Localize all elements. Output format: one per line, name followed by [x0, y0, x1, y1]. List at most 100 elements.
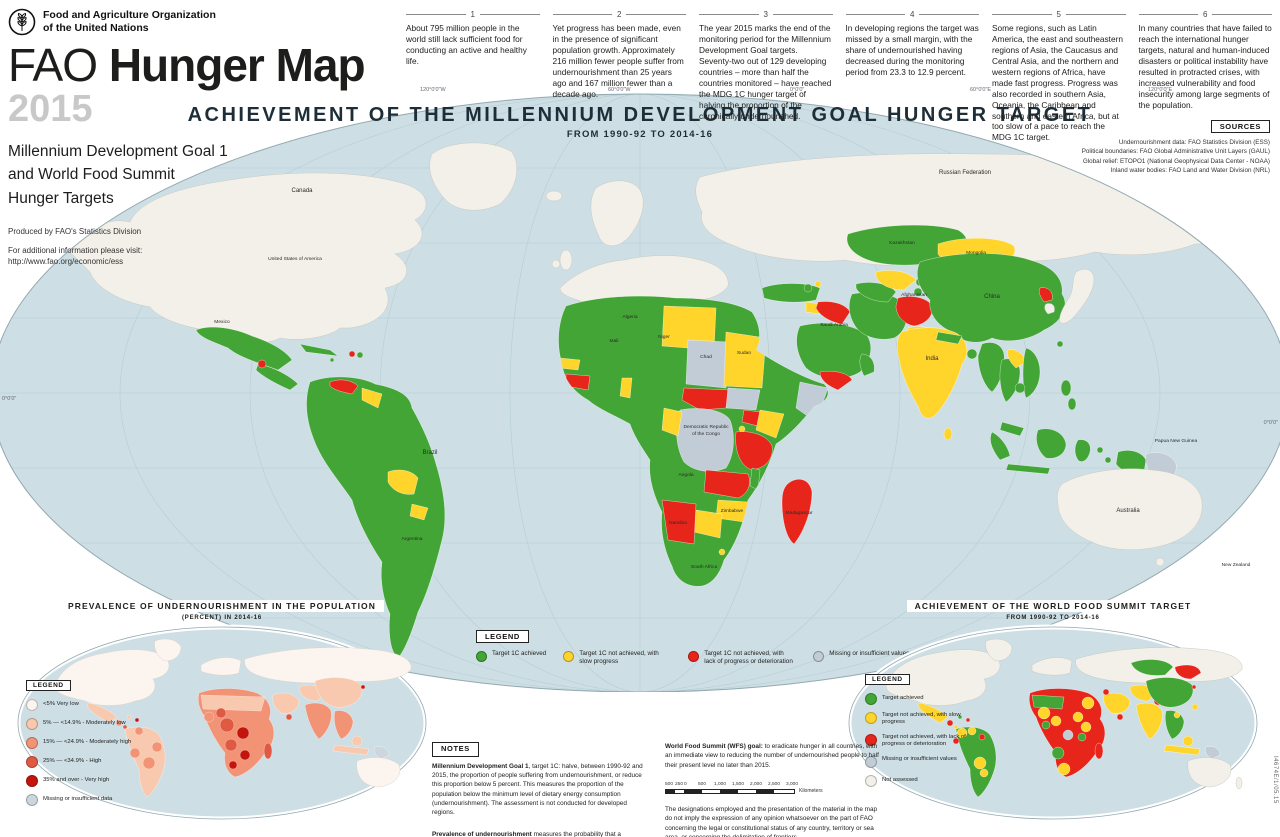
country-madagascar	[781, 479, 813, 545]
fao-logo	[8, 8, 36, 36]
equator-label-left: 0°0'0"	[2, 396, 17, 402]
country-zambia	[703, 469, 750, 499]
prevalence-item-missing: Missing or insufficient data	[26, 794, 131, 806]
map-title: ACHIEVEMENT OF THE MILLENNIUM DEVELOPMEN…	[187, 104, 1093, 140]
notes-label: NOTES	[432, 742, 479, 757]
country-label: Kazakhstan	[889, 240, 915, 246]
country-north-korea	[1038, 287, 1053, 303]
country-label: New Zealand	[1222, 562, 1251, 568]
country-taiwan	[1056, 340, 1064, 348]
wfs-item-achieved: Target achieved	[865, 693, 977, 705]
country-philippines-n	[1060, 379, 1072, 397]
country-label: Sudan	[737, 350, 751, 356]
region-caucasus	[803, 283, 813, 293]
prevalence-item-very-low: <5% Very low	[26, 699, 131, 711]
note-pou: Prevalence of undernourishment measures …	[432, 830, 621, 837]
legend-item-no-progress: Target 1C not achieved, with lack of pro…	[688, 650, 796, 666]
country-new-zealand-s	[1219, 577, 1229, 595]
country-label: Zimbabwe	[721, 508, 744, 514]
country-label: Angola	[678, 472, 694, 478]
region-caucasus-2	[814, 280, 822, 288]
intro-block-3: 3 The year 2015 marks the end of the mon…	[699, 10, 833, 121]
country-paraguay	[409, 503, 429, 521]
region-europe	[545, 180, 729, 310]
poster-title: FAO Hunger Map	[8, 39, 366, 91]
country-uzbekistan	[875, 270, 917, 291]
wfs-item-not-assessed: Not assessed	[865, 774, 977, 787]
country-guatemala	[257, 359, 267, 369]
legend-label: LEGEND	[476, 630, 529, 643]
country-kenya	[755, 409, 785, 439]
legend-item-slow-progress: Target 1C not achieved, with slow progre…	[563, 650, 671, 666]
legend-item-missing: Missing or insufficient values	[813, 650, 909, 662]
map-frame	[0, 93, 1280, 692]
intro-blocks: 1 About 795 million people in the world …	[406, 10, 1273, 143]
header: Food and Agriculture Organization of the…	[8, 8, 366, 267]
country-dominican-republic	[356, 351, 364, 359]
country-sumatra	[990, 431, 1011, 461]
note-wfs: World Food Summit (WFS) goal: to eradica…	[665, 743, 879, 769]
country-senegal	[559, 357, 581, 371]
graticule-label-60e: 60°0'0"E	[970, 87, 992, 93]
org-row: Food and Agriculture Organization of the…	[8, 8, 365, 36]
country-chad	[685, 339, 729, 389]
country-label: Argentina	[402, 536, 423, 542]
country-cambodia	[1014, 382, 1026, 394]
region-south-america-base	[306, 376, 446, 659]
inset-prevalence-map	[15, 624, 429, 822]
country-namibia	[661, 499, 697, 545]
source-line: Inland water bodies: FAO Land and Water …	[1110, 167, 1270, 175]
country-label: Algeria	[622, 314, 638, 320]
region-south-america	[306, 376, 446, 659]
country-turkmenistan	[855, 282, 897, 303]
country-label: China	[984, 294, 1000, 300]
country-south-korea	[1044, 303, 1055, 315]
info-note: For additional information please visit:…	[8, 245, 365, 267]
graticule-label-120w: 120°0'0"W	[420, 87, 446, 93]
inset-prevalence: PREVALENCE OF UNDERNOURISHMENT IN THE PO…	[12, 596, 432, 823]
note-mdg: Millennium Development Goal 1, target 1C…	[432, 762, 643, 817]
produced-by: Produced by FAO's Statistics Division	[8, 226, 142, 236]
country-saudi-arabia	[796, 322, 872, 379]
intro-block-2: 2 Yet progress has been made, even in th…	[552, 10, 687, 143]
inset-right-title: ACHIEVEMENT OF THE WORLD FOOD SUMMIT TAR…	[906, 600, 1200, 612]
wfs-item-no-progress: Target not achieved, with lack of progre…	[865, 733, 977, 749]
country-label: India	[925, 356, 939, 362]
country-yemen	[819, 371, 853, 391]
note-disclaimer: The designations employed and the presen…	[665, 806, 878, 837]
notes-col-left: NOTES Millennium Development Goal 1, tar…	[432, 742, 647, 837]
inset-right-subtitle: FROM 1990-92 TO 2014-16	[1006, 615, 1100, 621]
country-label: Madagascar	[786, 510, 813, 516]
country-togo-benin	[619, 377, 633, 399]
country-greenland	[429, 142, 518, 211]
country-label: United States of America	[268, 256, 322, 262]
country-iran	[849, 292, 907, 340]
country-ireland	[551, 259, 561, 269]
legend-swatch-green	[476, 651, 487, 662]
country-label: Chad	[700, 354, 712, 360]
country-vietnam	[1022, 347, 1041, 399]
prevalence-item-moderately-low: 5% — <14.9% - Moderately low	[26, 718, 131, 730]
country-timor	[1104, 456, 1112, 464]
sources-box: SOURCES Undernourishment data: FAO Stati…	[1082, 116, 1270, 176]
country-label: Niger	[658, 334, 670, 340]
country-philippines-s	[1067, 397, 1077, 411]
wfs-item-slow-progress: Target not achieved, with slow progress	[865, 712, 977, 727]
country-label: Brazil	[422, 450, 437, 456]
inset-wfs: ACHIEVEMENT OF THE WORLD FOOD SUMMIT TAR…	[843, 596, 1263, 823]
country-label: Canada	[291, 188, 313, 194]
country-oman	[859, 353, 875, 377]
legend-swatch-yellow	[563, 651, 575, 662]
legend-swatch-red	[688, 651, 700, 662]
country-mexico	[195, 326, 293, 371]
country-label: Australia	[1116, 508, 1140, 514]
country-iraq	[815, 301, 851, 325]
country-iceland	[545, 190, 563, 202]
country-tajikistan	[913, 287, 923, 297]
country-india	[896, 327, 968, 419]
country-java	[1005, 463, 1051, 475]
country-haiti	[348, 350, 356, 358]
region-africa	[558, 295, 829, 587]
publication-code: I4674E/1/05.15	[1272, 756, 1278, 804]
